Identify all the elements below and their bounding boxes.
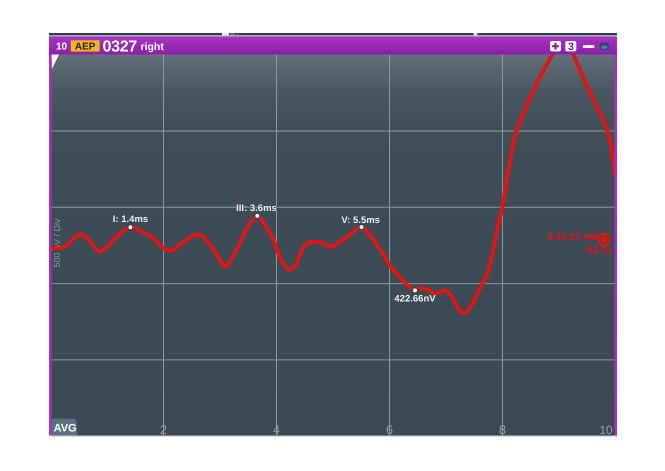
svg-text:10: 10 [599, 423, 613, 437]
svg-text:3: 3 [568, 41, 574, 53]
svg-text:AVG: AVG [54, 422, 77, 434]
svg-text:A2-Cz: A2-Cz [586, 245, 613, 256]
svg-text:I: 1.4ms: I: 1.4ms [113, 214, 148, 225]
svg-text:III: 3.6ms: III: 3.6ms [236, 203, 277, 214]
svg-text:500 nV / Div: 500 nV / Div [52, 218, 62, 268]
svg-text:AEP: AEP [75, 42, 96, 53]
svg-text:8: 8 [499, 423, 506, 437]
svg-text:2: 2 [160, 423, 167, 437]
svg-text:0327: 0327 [103, 39, 138, 56]
svg-text:4: 4 [273, 423, 280, 437]
svg-text:6: 6 [386, 423, 393, 437]
svg-text:422.66nV: 422.66nV [394, 294, 436, 305]
svg-text:V: 5.5ms: V: 5.5ms [341, 215, 380, 226]
svg-text:right: right [141, 41, 165, 53]
svg-text:9:10:27 AM: 9:10:27 AM [548, 232, 598, 243]
svg-text:10: 10 [56, 42, 68, 53]
